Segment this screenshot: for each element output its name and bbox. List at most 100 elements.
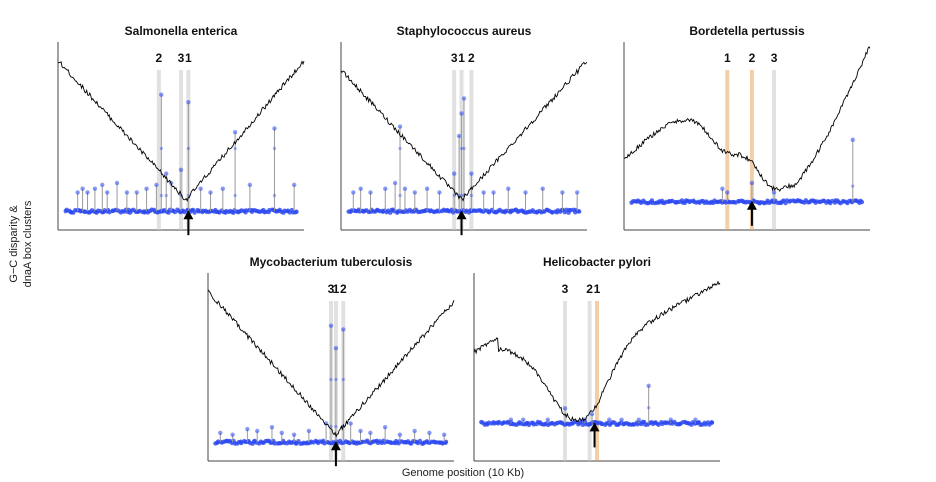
cluster-point [333, 346, 339, 351]
cluster-point [398, 193, 402, 198]
origin-arrow-head [456, 210, 467, 220]
panel-title: Salmonella enterica [125, 24, 238, 38]
cluster-point [424, 186, 430, 191]
cluster-point [269, 424, 275, 430]
cluster-point [459, 146, 464, 151]
cluster-point [412, 190, 417, 195]
cluster-point [720, 186, 725, 191]
cluster-point [220, 186, 226, 191]
cluster-point [159, 92, 164, 97]
cluster-label-3: 3 [178, 51, 185, 65]
cluster-point [427, 430, 432, 435]
cluster-point [178, 167, 184, 173]
cluster-point [100, 182, 105, 188]
cluster-point [368, 190, 373, 195]
cluster-point [560, 190, 565, 195]
gc-disparity-curve [473, 280, 721, 422]
cluster-point [351, 190, 356, 195]
cluster-band-2 [156, 70, 161, 230]
cluster-point [462, 146, 466, 151]
cluster-point [92, 186, 98, 191]
cluster-point [481, 190, 486, 195]
cluster-band-2 [587, 301, 592, 461]
cluster-label-1: 1 [333, 282, 340, 296]
cluster-band-3 [179, 70, 183, 230]
cluster-point [247, 182, 253, 188]
cluster-label-2: 2 [340, 282, 347, 296]
cluster-point [508, 417, 514, 422]
y-axis-label-line2: dnaA box clusters [22, 200, 34, 287]
cluster-point [469, 171, 474, 176]
cluster-point [348, 421, 353, 426]
origin-arrow-head [183, 210, 194, 220]
cluster-point [491, 190, 496, 195]
cluster-point [186, 146, 190, 151]
cluster-point [397, 124, 403, 129]
baseline-point [443, 439, 449, 445]
cluster-point [341, 327, 346, 332]
cluster-point [397, 432, 403, 437]
panel-staphylococcus-aureus: Staphylococcus aureus 3 1 2 [340, 24, 588, 236]
cluster-band-2 [749, 70, 754, 230]
cluster-point [506, 186, 511, 191]
cluster-point [232, 130, 238, 135]
cluster-point [75, 190, 80, 195]
cluster-point [668, 417, 673, 422]
cluster-point [134, 190, 139, 195]
cluster-point [105, 190, 110, 195]
cluster-point [693, 417, 698, 422]
cluster-point [725, 190, 730, 195]
cluster-point [159, 193, 163, 198]
cluster-point [392, 180, 398, 186]
cluster-label-3: 3 [328, 282, 335, 296]
cluster-point [521, 417, 526, 422]
origin-arrow-head [589, 422, 600, 432]
cluster-band-1 [725, 70, 730, 230]
panel-title: Helicobacter pylori [543, 255, 651, 269]
cluster-point [218, 430, 223, 435]
cluster-point [646, 383, 651, 388]
cluster-point [85, 190, 90, 195]
cluster-point [233, 146, 237, 151]
cluster-label-2: 2 [156, 51, 163, 65]
cluster-point [358, 428, 363, 434]
cluster-band-1 [595, 301, 599, 461]
cluster-point [124, 190, 130, 195]
cluster-point [589, 411, 595, 417]
cluster-band-3 [452, 70, 457, 230]
cluster-point [230, 432, 235, 437]
cluster-point [451, 171, 457, 176]
cluster-point [329, 424, 333, 429]
baseline-point [859, 199, 865, 205]
cluster-point [358, 186, 363, 191]
gc-disparity-curve [340, 61, 588, 202]
cluster-point [144, 186, 149, 191]
cluster-point [459, 193, 464, 198]
cluster-point [619, 417, 624, 422]
panel-title: Bordetella pertussis [689, 24, 805, 38]
cluster-point [334, 377, 338, 382]
gc-disparity-curve [623, 46, 871, 192]
cluster-point [574, 190, 580, 195]
cluster-point [545, 417, 550, 422]
origin-arrow-head [746, 200, 757, 210]
cluster-point [851, 184, 855, 188]
cluster-label-3: 3 [771, 51, 778, 65]
baseline-point [294, 209, 299, 214]
cluster-point [306, 428, 312, 434]
cluster-point [279, 430, 284, 435]
cluster-point [164, 193, 168, 198]
panel-salmonella-enterica: Salmonella enterica 2 3 1 [57, 24, 305, 236]
cluster-label-3: 3 [451, 51, 458, 65]
cluster-point [402, 186, 408, 191]
cluster-point [272, 126, 277, 131]
cluster-point [850, 137, 855, 142]
cluster-point [383, 186, 388, 191]
cluster-point [382, 424, 388, 430]
cluster-band-3 [772, 70, 777, 230]
cluster-point [749, 180, 755, 186]
cluster-point [771, 190, 777, 195]
cluster-point [328, 323, 334, 328]
cluster-label-3: 3 [562, 282, 569, 296]
